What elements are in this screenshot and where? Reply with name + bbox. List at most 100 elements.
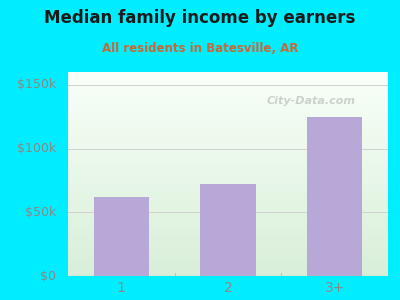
Bar [68,72,388,73]
Bar [68,128,388,129]
Bar [68,115,388,116]
Bar [68,253,388,254]
Bar [68,210,388,211]
Bar [68,83,388,84]
Text: Median family income by earners: Median family income by earners [44,9,356,27]
Bar [68,244,388,245]
Bar [68,233,388,234]
Bar [68,226,388,227]
Bar [68,107,388,108]
Bar [68,212,388,213]
Bar [68,170,388,171]
Bar [68,204,388,205]
Bar [68,87,388,88]
Bar [307,117,362,276]
Bar [68,137,388,138]
Bar [68,152,388,153]
Bar [68,202,388,204]
Bar [68,106,388,107]
Bar [68,118,388,119]
Bar [68,179,388,180]
Bar [68,265,388,266]
Bar [68,255,388,256]
Bar [68,177,388,178]
Bar [68,85,388,86]
Bar [68,129,388,130]
Bar [200,184,256,276]
Bar [68,260,388,261]
Bar [68,124,388,125]
Bar [68,185,388,186]
Bar [68,100,388,101]
Bar [68,245,388,246]
Bar [68,151,388,152]
Bar [68,160,388,161]
Bar [68,164,388,165]
Bar [68,190,388,191]
Bar [68,267,388,268]
Bar [68,88,388,89]
Bar [68,76,388,77]
Bar [68,94,388,95]
Bar [68,154,388,156]
Bar [68,172,388,173]
Bar [68,131,388,132]
Bar [68,232,388,233]
Bar [68,161,388,162]
Bar [68,173,388,174]
Bar [68,121,388,122]
Bar [68,215,388,216]
Bar [68,174,388,175]
Bar [68,242,388,243]
Bar [68,157,388,158]
Bar [68,240,388,241]
Bar [68,246,388,247]
Bar [68,213,388,214]
Bar [68,182,388,183]
Bar [68,171,388,172]
Bar [68,268,388,269]
Bar [68,184,388,185]
Bar [68,74,388,75]
Bar [68,243,388,244]
Bar [68,266,388,267]
Bar [68,227,388,228]
Bar [68,119,388,120]
Bar [68,169,388,170]
Bar [68,251,388,253]
Bar [68,200,388,202]
Bar [68,93,388,94]
Bar [68,146,388,148]
Bar [68,139,388,140]
Bar [68,192,388,194]
Bar [68,95,388,97]
Bar [68,110,388,111]
Bar [68,254,388,255]
Bar [68,77,388,78]
Bar [68,149,388,151]
Bar [68,125,388,126]
Bar [68,208,388,209]
Bar [68,112,388,113]
Bar [68,122,388,123]
Bar [68,82,388,83]
Bar [68,269,388,270]
Bar [68,224,388,225]
Bar [68,126,388,127]
Bar [68,207,388,208]
Bar [68,209,388,210]
Bar [68,236,388,237]
Bar [68,180,388,181]
Bar [68,211,388,212]
Text: $50k: $50k [25,206,56,219]
Text: $150k: $150k [17,78,56,91]
Bar [68,114,388,115]
Bar [68,166,388,167]
Bar [68,263,388,264]
Bar [68,188,388,189]
Bar [68,178,388,179]
Bar [68,239,388,240]
Bar [68,235,388,236]
Bar [68,220,388,221]
Bar [68,109,388,110]
